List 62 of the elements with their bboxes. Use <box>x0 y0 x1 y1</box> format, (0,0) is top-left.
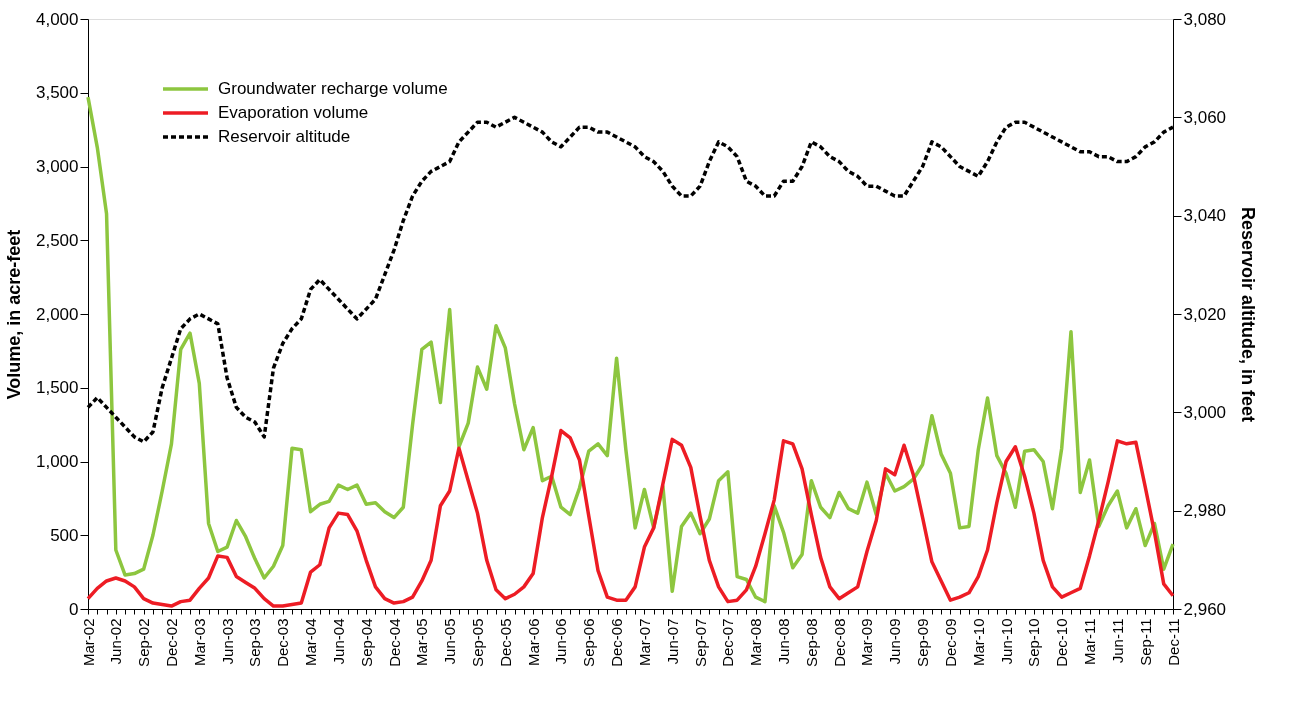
x-tick-label: Sep-04 <box>357 618 375 667</box>
x-tick-label: Jun-09 <box>886 618 904 665</box>
x-tick-label: Jun-10 <box>997 618 1015 665</box>
x-tick-label: Dec-09 <box>941 618 959 667</box>
y2-tick-label: 2,960 <box>1183 599 1227 619</box>
x-tick-label: Sep-02 <box>135 618 153 667</box>
x-tick-label: Sep-03 <box>246 618 264 667</box>
x-tick-label: Mar-08 <box>747 618 765 667</box>
y-tick-label: 3,500 <box>35 83 79 103</box>
x-tick-label: Jun-03 <box>218 618 236 665</box>
x-tick-label: Sep-05 <box>468 618 486 667</box>
x-tick-label: Mar-03 <box>190 618 208 667</box>
x-tick-label: Mar-09 <box>858 618 876 667</box>
y-axis-title: Volume, in acre-feet <box>3 229 24 400</box>
x-tick-label: Mar-11 <box>1081 618 1099 665</box>
x-tick-label: Mar-05 <box>413 618 431 667</box>
x-tick-label: Mar-04 <box>302 618 320 667</box>
y2-tick-label: 3,080 <box>1183 9 1227 29</box>
x-tick-label: Jun-04 <box>329 618 347 665</box>
x-tick-label: Sep-09 <box>914 618 932 667</box>
legend-label: Reservoir altitude <box>218 127 351 146</box>
y2-axis-title: Reservoir altitude, in feet <box>1238 206 1259 423</box>
y2-tick-label: 2,980 <box>1183 501 1227 521</box>
y-tick-label: 1,500 <box>35 378 79 398</box>
line-series <box>86 95 1175 604</box>
y-tick-label: 2,500 <box>35 230 79 250</box>
x-tick-label: Jun-08 <box>775 618 793 665</box>
x-tick-label: Mar-07 <box>635 618 653 667</box>
y2-tick-label: 3,060 <box>1183 107 1227 127</box>
x-tick-label: Dec-08 <box>830 618 848 667</box>
y-tick-label: 4,000 <box>35 9 79 29</box>
x-tick-label: Jun-06 <box>552 618 570 665</box>
x-tick-label: Jun-05 <box>441 618 459 665</box>
x-tick-label: Dec-10 <box>1053 618 1071 667</box>
y2-tick-label: 3,040 <box>1183 206 1227 226</box>
y2-tick-label: 3,000 <box>1183 402 1227 422</box>
y-tick-label: 3,000 <box>35 157 79 176</box>
x-tick-label: Dec-03 <box>274 618 292 667</box>
x-tick-label: Mar-10 <box>969 618 987 667</box>
x-tick-label: Jun-07 <box>663 618 681 665</box>
x-tick-label: Sep-10 <box>1025 618 1043 667</box>
y-tick-label: 0 <box>69 599 79 619</box>
x-tick-label: Sep-07 <box>691 618 709 667</box>
x-tick-label: Sep-11 <box>1136 618 1154 666</box>
x-tick-label: Sep-08 <box>802 618 820 667</box>
x-tick-label: Jun-02 <box>107 618 125 665</box>
x-tick-label: Dec-04 <box>385 618 403 667</box>
y2-tick-label: 3,020 <box>1183 304 1227 324</box>
x-tick-label: Mar-06 <box>524 618 542 667</box>
x-tick-label: Mar-02 <box>79 618 97 667</box>
x-tick-label: Dec-05 <box>496 618 514 667</box>
legend-label: Groundwater recharge volume <box>218 79 448 98</box>
x-tick-label: Dec-06 <box>608 618 626 667</box>
x-tick-label: Jun-11 <box>1108 618 1126 664</box>
x-tick-label: Dec-07 <box>719 618 737 667</box>
x-tick-label: Sep-06 <box>580 618 598 667</box>
y-tick-label: 500 <box>50 525 79 545</box>
legend-label: Evaporation volume <box>218 103 369 122</box>
y-tick-label: 1,000 <box>35 452 79 471</box>
y-tick-label: 2,000 <box>35 304 79 324</box>
x-tick-label: Dec-02 <box>162 618 180 667</box>
x-tick-label: Dec-11 <box>1164 618 1182 666</box>
